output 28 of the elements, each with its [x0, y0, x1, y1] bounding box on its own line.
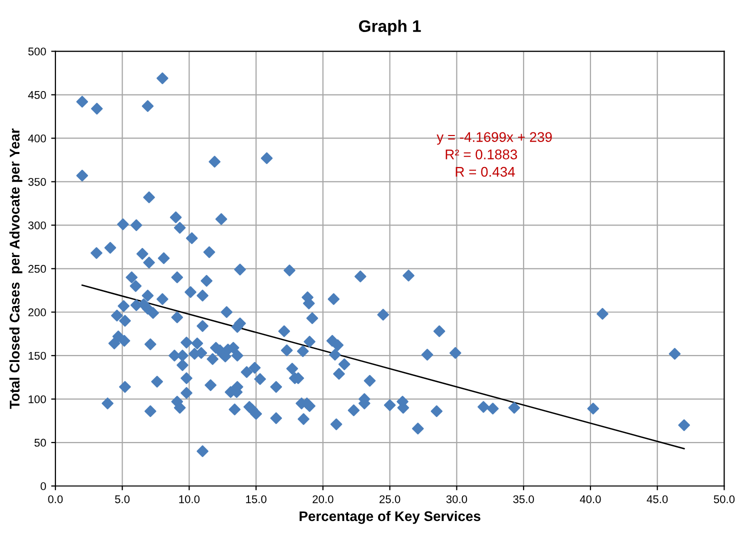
x-tick-label: 10.0: [179, 495, 200, 504]
y-tick-label: 50: [34, 438, 46, 447]
y-tick-label: 0: [40, 482, 46, 490]
x-tick-label: 15.0: [246, 495, 266, 504]
y-tick-label: 350: [28, 178, 46, 186]
chart-title: Graph 1: [359, 20, 421, 36]
x-tick-label: 50.0: [714, 495, 735, 504]
y-tick-label: 400: [28, 134, 46, 142]
x-tick-label: 35.0: [513, 495, 534, 504]
x-tick-label: 40.0: [580, 495, 601, 504]
x-tick-label: 45.0: [646, 495, 668, 504]
y-tick-label: 200: [28, 308, 46, 316]
x-axis-title: Percentage of Key Services: [300, 510, 480, 524]
annotation: R² = 0.1883: [446, 150, 518, 160]
y-tick-label: 250: [28, 264, 46, 273]
y-tick-label: 100: [28, 395, 46, 404]
annotation: y = -4.1699x + 239: [436, 132, 552, 145]
x-tick-label: 20.0: [312, 495, 334, 504]
x-tick-label: 5.0: [115, 495, 130, 504]
y-tick-label: 150: [28, 352, 46, 360]
y-tick-label: 300: [28, 221, 46, 230]
x-tick-label: 0.0: [48, 495, 63, 504]
y-tick-label: 500: [28, 48, 46, 56]
y-axis-title: Total Closed Cases per Advocate per Year: [9, 128, 22, 409]
x-tick-label: 30.0: [446, 495, 468, 504]
y-tick-label: 450: [28, 91, 46, 99]
annotation: R = 0.434: [456, 166, 515, 177]
x-tick-label: 25.0: [380, 495, 400, 504]
